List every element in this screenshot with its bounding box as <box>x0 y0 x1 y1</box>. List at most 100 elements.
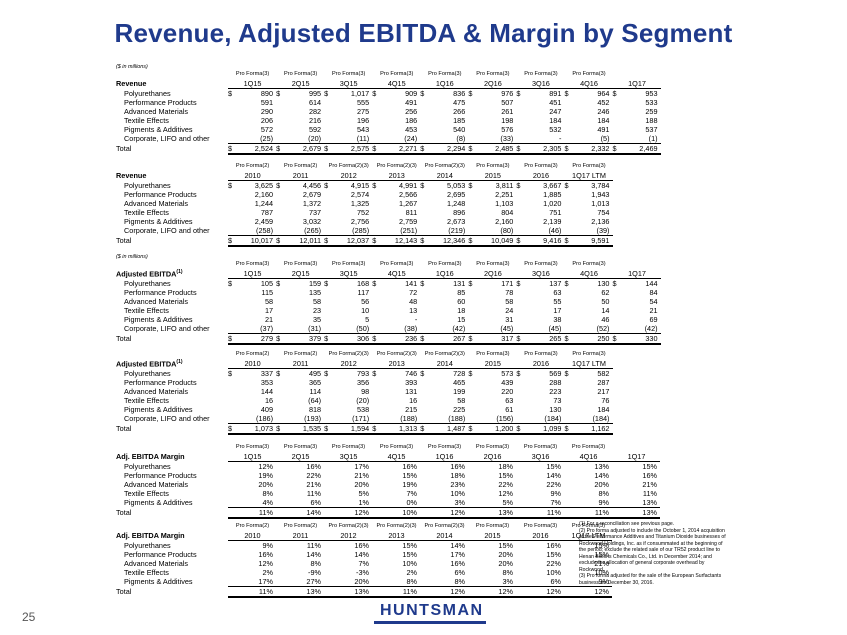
cell-value: 23 <box>313 305 322 315</box>
cell-value: 46 <box>601 314 610 324</box>
dollar-sign: $ <box>228 333 233 345</box>
dollar-sign <box>516 586 520 598</box>
pro-forma-label: Pro Forma(2)(3) <box>424 523 465 530</box>
section-label-text: Revenue <box>116 171 147 181</box>
dollar-sign: $ <box>516 235 521 247</box>
dollar-sign: $ <box>468 180 473 190</box>
period-header-row: Adjusted EBITDA(1) 1Q15 2Q15 3Q15 4Q15 1Q16 2Q… <box>116 269 661 279</box>
cell-value: 223 <box>549 386 562 396</box>
total-value: 267 <box>424 333 469 345</box>
dollar-sign: $ <box>516 423 521 435</box>
cell-value: 573 <box>501 368 514 378</box>
dollar-sign <box>564 586 568 598</box>
cell-value: 206 <box>260 115 274 125</box>
period-header: 3Q16 <box>520 79 565 89</box>
cell-value: 3% <box>502 576 513 586</box>
cell-value: 804 <box>501 207 514 217</box>
cell-value: 131 <box>453 278 466 288</box>
cell-value: 14% <box>546 470 561 480</box>
cell-value: 1,244 <box>254 198 274 208</box>
cell-value: 15% <box>546 549 561 559</box>
cell-value: 63 <box>553 287 562 297</box>
total-value: 1,594 <box>328 423 373 435</box>
footnote: (3) Pro forma adjusted for the sale of t… <box>579 573 722 586</box>
cell-value: 20% <box>498 558 513 568</box>
cell-value: 141 <box>405 278 418 288</box>
dollar-sign <box>372 586 376 598</box>
cell-value: 2,136 <box>591 216 610 226</box>
cell-value: 21% <box>354 470 369 480</box>
cell-value: 21% <box>594 558 609 568</box>
cell-value: 491 <box>597 124 610 134</box>
cell-value: 532 <box>549 124 562 134</box>
row-label: Textile Effects <box>124 395 169 405</box>
cell-value: 3,811 <box>495 180 514 190</box>
table-row: Pigments & Additives 409 818 538 215 225 61 130… <box>116 405 613 414</box>
cell-value: 117 <box>357 287 370 297</box>
dollar-sign: $ <box>516 180 521 190</box>
row-label: Polyurethanes <box>124 88 171 98</box>
total-row: Total 11% 14% 12% 10% 12% 13% 11% 11% 13% <box>116 507 660 519</box>
dollar-sign: $ <box>228 235 233 247</box>
pro-forma-label: Pro Forma(2)(3) <box>328 163 369 170</box>
dollar-sign <box>468 586 472 598</box>
pro-forma-row: Pro Forma(2) Pro Forma(2) Pro Forma(2)(3) P… <box>116 163 613 171</box>
dollar-sign: $ <box>324 368 329 378</box>
cell-value: (188) <box>448 413 466 423</box>
dollar-sign: $ <box>228 143 233 155</box>
period-header: 2013 <box>376 359 421 369</box>
total-value: 12,346 <box>424 235 469 247</box>
cell-value: 2,566 <box>398 189 418 199</box>
period-header: 2016 <box>520 359 565 369</box>
dollar-sign: $ <box>564 143 569 155</box>
dollar-sign: $ <box>468 235 473 247</box>
cell-value: 409 <box>260 404 274 414</box>
period-header: 3Q16 <box>520 452 564 462</box>
cell-value: 20% <box>258 479 273 489</box>
cell-value: 15% <box>594 540 609 550</box>
period-header: 2Q16 <box>472 79 517 89</box>
dollar-sign: $ <box>324 235 329 247</box>
cell-value: 135 <box>308 287 322 297</box>
dollar-sign: $ <box>516 143 521 155</box>
cell-value: 22% <box>546 558 561 568</box>
cell-value: 15% <box>402 540 417 550</box>
section-label-text: Adjusted EBITDA <box>116 359 177 369</box>
pro-forma-label: Pro Forma(3) <box>572 163 606 170</box>
cell-value: 13% <box>642 497 657 507</box>
period-header: 2015 <box>472 359 517 369</box>
table-row: Pigments & Additives 2,459 3,032 2,756 2,759… <box>116 217 613 226</box>
section-label: Adjusted EBITDA(1) <box>116 359 228 369</box>
cell-value: 538 <box>357 404 370 414</box>
cell-value: (219) <box>448 225 466 235</box>
cell-value: 137 <box>549 278 562 288</box>
dollar-sign: $ <box>420 423 425 435</box>
cell-value: (1) <box>648 133 658 143</box>
cell-value: 130 <box>597 278 610 288</box>
row-label: Pigments & Additives <box>124 498 193 508</box>
pro-forma-label: Pro Forma(2) <box>283 523 318 530</box>
cell-value: 50 <box>601 296 610 306</box>
period-header: 2010 <box>232 531 276 541</box>
cell-value: 14% <box>306 549 321 559</box>
cell-value: 188 <box>645 115 658 125</box>
dollar-sign: $ <box>324 333 329 345</box>
table-row: Polyurethanes $890 $995 $1,017 $909 $836 $976 $… <box>116 89 661 99</box>
dollar-sign: $ <box>276 180 281 190</box>
cell-value: 836 <box>453 88 466 98</box>
cell-value: 2,139 <box>543 216 562 226</box>
cell-value: 275 <box>357 106 370 116</box>
pro-forma-label: Pro Forma(3) <box>572 351 606 358</box>
cell-value: (64) <box>308 395 322 405</box>
cell-value: 353 <box>260 377 274 387</box>
table-row: Corporate, LIFO and other (25) (20) (11) (24… <box>116 134 661 144</box>
cell-value: 2,251 <box>495 189 514 199</box>
cell-value: 144 <box>645 278 658 288</box>
cell-value: (8) <box>456 133 466 143</box>
dollar-sign: $ <box>228 278 233 288</box>
row-label: Performance Products <box>124 377 197 387</box>
cell-value: 356 <box>357 377 370 387</box>
cell-value: 592 <box>308 124 322 134</box>
ebitda-margin-annual-table: Pro Forma(2) Pro Forma(2) Pro Forma(2)(3) P… <box>116 523 612 598</box>
cell-value: 69 <box>649 314 658 324</box>
